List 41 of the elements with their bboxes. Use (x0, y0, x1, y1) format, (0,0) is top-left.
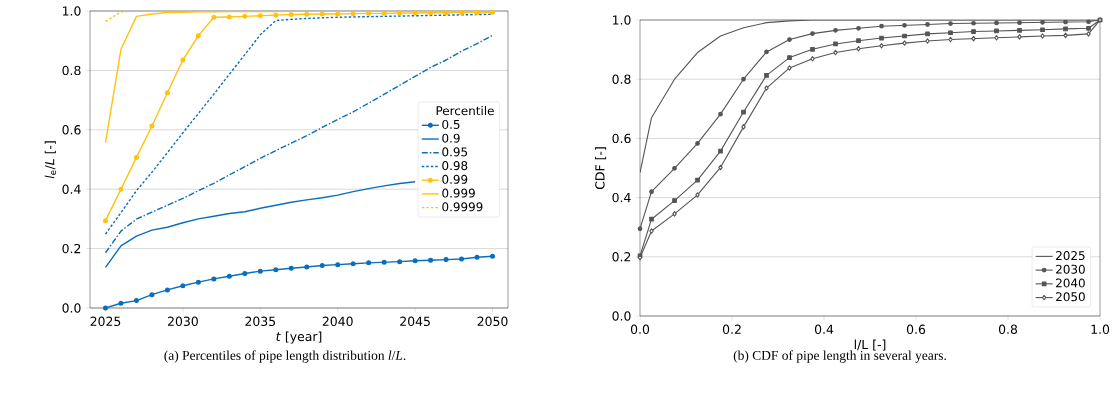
legend-label: 2040 (1056, 278, 1085, 288)
legend-label: 2030 (1056, 264, 1085, 274)
legend-label: 2050 (1056, 292, 1085, 302)
legend-label: 0.999 (442, 188, 475, 198)
y-axis-title: CDF [-] (594, 147, 607, 190)
legend-title: Percentile (436, 105, 494, 116)
x-tick-label: 0.0 (630, 324, 650, 335)
legend-label: 0.98 (442, 161, 468, 171)
x-tick-label: 0.8 (998, 324, 1018, 335)
legend-label: 0.95 (442, 147, 468, 157)
x-axis-title: t [year] (276, 331, 322, 344)
x-tick-label: 0.2 (722, 324, 741, 335)
y-axis-title: l$_{e}$/L [-] (44, 141, 57, 179)
x-tick-label: 2030 (167, 316, 198, 327)
legend-label: 0.99 (442, 174, 468, 184)
y-tick-label: 0.8 (612, 74, 631, 84)
y-tick-label: 1.0 (62, 6, 81, 16)
y-tick-label: 0.6 (62, 125, 81, 135)
x-tick-label: 2025 (90, 316, 121, 327)
x-tick-label: 2040 (322, 316, 353, 327)
x-tick-label: 2045 (400, 316, 430, 327)
x-tick-label: 2035 (245, 316, 276, 327)
x-tick-label: 2050 (477, 316, 508, 327)
legend-label: 2025 (1056, 251, 1085, 261)
y-tick-label: 0.4 (612, 192, 631, 203)
x-axis-title: l/L [-] (854, 339, 886, 351)
y-tick-label: 0.6 (612, 133, 631, 144)
y-tick-label: 0.8 (62, 65, 81, 76)
legend-label: 0.5 (442, 119, 460, 129)
y-tick-label: 0.2 (62, 243, 81, 254)
x-tick-label: 0.4 (814, 324, 834, 335)
text: (a) Percentiles of pipe length distribution l/L. (164, 350, 406, 363)
y-tick-label: 0.2 (612, 252, 631, 262)
y-tick-label: 0.4 (62, 184, 81, 194)
x-tick-label: 1.0 (1091, 324, 1110, 335)
legend-label: 0.9999 (442, 202, 483, 212)
text: (b) CDF of pipe length in several years. (733, 350, 946, 363)
legend-label: 0.9 (442, 133, 460, 143)
x-tick-label: 0.6 (906, 324, 926, 335)
y-tick-label: 0.0 (62, 303, 81, 313)
y-tick-label: 1.0 (612, 15, 631, 25)
